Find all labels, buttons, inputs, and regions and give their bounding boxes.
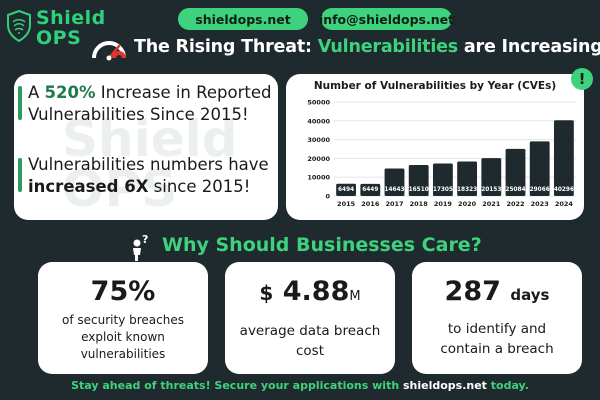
chart-title: Number of Vulnerabilities by Year (CVEs) <box>313 80 557 92</box>
highlight-text-pre: A <box>28 83 45 102</box>
stat-value-group: 287 days <box>412 276 582 311</box>
bar <box>481 158 502 196</box>
stat-card-identify-time: 287 days to identify and contain a breac… <box>412 262 582 374</box>
highlight-increase-percent: A 520% Increase in Reported Vulnerabilit… <box>14 82 278 126</box>
bar-data-label: 6449 <box>362 187 378 193</box>
y-tick-label: 10000 <box>307 174 330 182</box>
bar-data-label: 6494 <box>338 187 354 193</box>
stat-unit: days <box>510 286 550 304</box>
y-tick-label: 40000 <box>307 117 330 125</box>
page-title: The Rising Threat: Vulnerabilities are I… <box>134 37 600 57</box>
bar-data-label: 20153 <box>481 187 501 193</box>
highlight-text-post: Increase in Reported Vulnerabilities Sin… <box>28 83 272 124</box>
x-tick-label: 2020 <box>458 200 477 208</box>
x-tick-label: 2022 <box>506 200 524 208</box>
x-tick-label: 2021 <box>482 200 501 208</box>
y-tick-label: 50000 <box>307 99 330 107</box>
x-tick-label: 2024 <box>555 200 574 208</box>
svg-text:?: ? <box>142 233 148 246</box>
highlights-card: Shield OPS A 520% Increase in Reported V… <box>14 74 278 220</box>
bar <box>360 183 381 196</box>
stat-card-breach-cost: $ 4.88M average data breach cost <box>225 262 395 374</box>
thinking-person-icon: ? <box>133 233 148 261</box>
x-tick-label: 2015 <box>337 200 356 208</box>
bar <box>408 164 429 196</box>
shield-logo-icon <box>7 10 31 42</box>
x-tick-label: 2019 <box>434 200 453 208</box>
email-link[interactable]: info@shieldops.net <box>319 8 454 30</box>
x-tick-label: 2018 <box>410 200 429 208</box>
bar <box>529 141 550 196</box>
title-part2: Vulnerabilities <box>317 37 459 57</box>
highlight-text-post: since 2015! <box>148 177 251 196</box>
footer-link[interactable]: shieldops.net <box>402 379 487 392</box>
stat-value: 75% <box>90 276 156 307</box>
bar <box>336 183 357 196</box>
stat-value: 287 <box>444 276 501 307</box>
bar-data-label: 17305 <box>433 187 453 193</box>
section-heading-row: ? Why Should Businesses Care? <box>128 232 488 262</box>
y-tick-label: 30000 <box>307 136 330 144</box>
exclamation-icon: ! <box>571 68 593 90</box>
bar <box>505 148 526 196</box>
highlight-text-emph: 520% <box>44 83 96 102</box>
stat-value: 4.88 <box>282 276 350 307</box>
headline: The Rising Threat: Vulnerabilities are I… <box>90 36 600 62</box>
bar-chart: 0 10000 20000 30000 40000 50000 6494 2015 6449 20… <box>307 99 576 208</box>
stat-description: of security breaches exploit known vulne… <box>62 313 184 361</box>
bar <box>384 168 405 196</box>
section-heading: Why Should Businesses Care? <box>162 234 482 256</box>
bar-data-label: 18323 <box>457 187 477 193</box>
highlight-text-emph: increased 6X <box>28 177 149 196</box>
title-part1: The Rising Threat: <box>134 37 318 57</box>
title-part3: are Increasing! <box>458 37 600 57</box>
stat-card-breaches: 75% of security breaches exploit known v… <box>38 262 208 374</box>
stat-unit: M <box>349 289 361 304</box>
stat-description: average data breach cost <box>239 323 381 359</box>
brand-watermark: Shield OPS <box>62 110 238 218</box>
brand-logo: Shield OPS <box>6 6 118 56</box>
y-tick-label: 0 <box>325 193 330 201</box>
brand-name-line1: Shield <box>36 7 106 29</box>
x-tick-label: 2016 <box>361 200 380 208</box>
highlight-accent-bar <box>18 158 22 192</box>
website-link[interactable]: shieldops.net <box>178 8 308 30</box>
bar <box>457 161 478 196</box>
bar-data-label: 40296 <box>554 187 574 193</box>
footer-text-pre: Stay ahead of threats! Secure your appli… <box>71 379 403 392</box>
y-tick-label: 20000 <box>307 155 330 163</box>
stat-description: to identify and contain a breach <box>440 321 554 357</box>
highlight-text-pre: Vulnerabilities numbers have <box>28 155 269 174</box>
bar <box>432 163 453 196</box>
stat-value-group: $ 4.88M <box>225 276 395 313</box>
stat-prefix: $ <box>259 281 274 305</box>
brand-name: Shield OPS <box>36 8 106 48</box>
brand-name-line2: OPS <box>36 27 82 49</box>
speedometer-icon <box>92 41 126 61</box>
footer-cta: Stay ahead of threats! Secure your appli… <box>0 379 600 392</box>
highlight-accent-bar <box>18 86 22 120</box>
vulnerabilities-chart-card: Number of Vulnerabilities by Year (CVEs)… <box>286 74 584 220</box>
x-tick-label: 2017 <box>385 200 403 208</box>
bar-data-label: 14643 <box>384 187 404 193</box>
bar-data-label: 16510 <box>409 187 429 193</box>
bar <box>553 120 574 196</box>
x-tick-label: 2023 <box>531 200 549 208</box>
highlight-increase-multiple: Vulnerabilities numbers have increased 6… <box>14 154 278 198</box>
footer-text-post: today. <box>486 379 529 392</box>
bar-data-label: 25084 <box>505 187 525 193</box>
bar-data-label: 29066 <box>530 187 550 193</box>
